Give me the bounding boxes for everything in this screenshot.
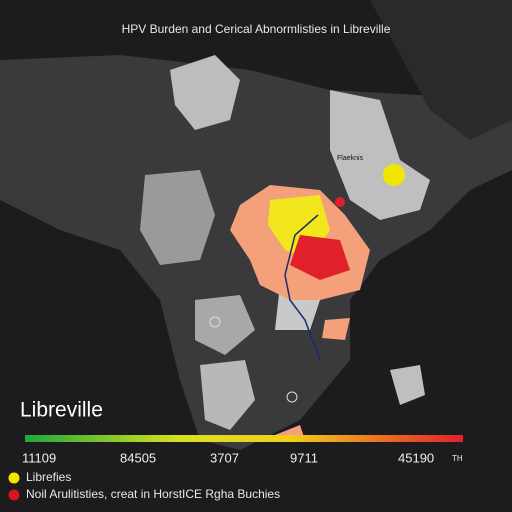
- colorbar-label: 3707: [210, 450, 239, 465]
- region: [140, 170, 215, 265]
- legend-label: Librefies: [26, 470, 71, 484]
- legend: Librefies Noil Arulitisties, creat in Hor…: [8, 470, 280, 501]
- heat-region: [290, 235, 350, 280]
- legend-swatch: [8, 472, 20, 484]
- marker: [286, 391, 298, 403]
- focus-label: Libreville: [20, 399, 103, 422]
- title: HPV Burden and Cerical Abnormlisties in …: [122, 22, 391, 36]
- marker: [209, 316, 221, 328]
- land: [370, 0, 512, 140]
- marker: [335, 197, 345, 207]
- colorbar-label: 11109: [22, 450, 56, 465]
- colorbar-label: TH: [452, 454, 463, 463]
- river: [284, 214, 321, 361]
- region: [195, 295, 255, 355]
- heat-region: [322, 318, 350, 340]
- colorbar-label: 84505: [120, 450, 156, 465]
- region: [170, 55, 240, 130]
- marker: [383, 164, 405, 186]
- colorbar-label: 45190: [398, 450, 434, 465]
- colorbar-label: 9711: [290, 450, 318, 465]
- colorbar-labels: 11109 84505 3707 9711 45190 TH: [22, 450, 463, 465]
- region: [200, 360, 255, 430]
- colorbar: [25, 435, 463, 442]
- legend-swatch: [8, 489, 20, 501]
- region: [330, 90, 430, 220]
- legend-label: Noil Arulitisties, creat in HorstICE Rgh…: [26, 487, 280, 501]
- map-label: Flaeknis: [337, 155, 364, 162]
- region: [390, 365, 425, 405]
